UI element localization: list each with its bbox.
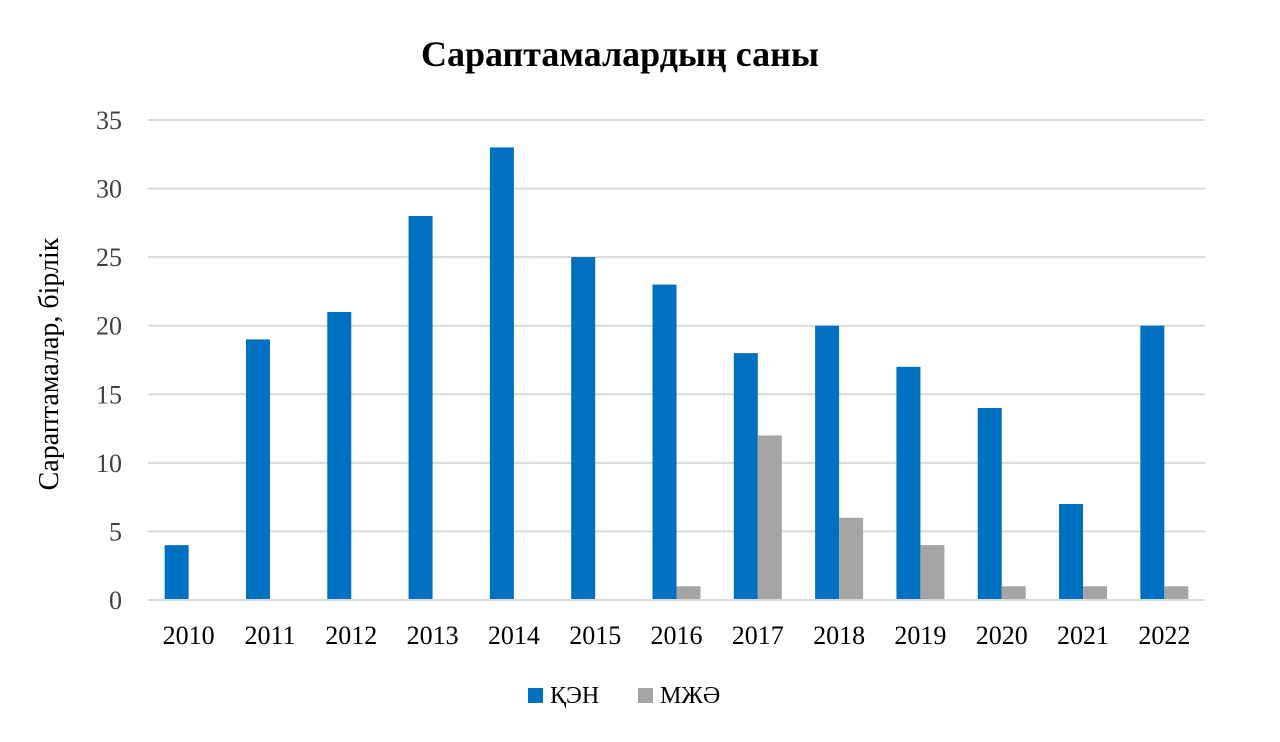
bar-series1-2010	[164, 545, 189, 600]
legend-label: МЖӘ	[660, 683, 720, 709]
bar-series2-2019	[920, 545, 945, 600]
x-tick-label: 2019	[894, 621, 946, 650]
y-tick-label: 10	[96, 449, 122, 478]
x-tick-label: 2016	[651, 621, 703, 650]
legend-swatch	[528, 688, 543, 703]
bar-series1-2016	[652, 284, 677, 600]
legend-label: ҚЭН	[550, 683, 599, 709]
bar-series2-2022	[1164, 586, 1189, 600]
y-tick-label: 0	[109, 586, 122, 615]
x-tick-label: 2010	[163, 621, 215, 650]
x-tick-label: 2017	[732, 621, 784, 650]
bar-series1-2022	[1140, 325, 1165, 600]
y-tick-label: 25	[96, 243, 122, 272]
x-tick-label: 2021	[1057, 621, 1109, 650]
bar-series1-2019	[896, 366, 921, 600]
bar-series1-2021	[1059, 504, 1084, 600]
bar-series1-2020	[977, 408, 1002, 600]
x-tick-label: 2015	[569, 621, 621, 650]
bar-series1-2012	[327, 312, 352, 600]
y-axis-ticks: 0 5 10 15 20 25 30 35	[96, 106, 122, 615]
bar-series2-2016	[676, 586, 701, 600]
x-tick-label: 2018	[813, 621, 865, 650]
x-tick-label: 2011	[244, 621, 295, 650]
bar-series2-2021	[1083, 586, 1108, 600]
y-tick-label: 30	[96, 175, 122, 204]
x-tick-label: 2020	[976, 621, 1028, 650]
bar-series1-2013	[408, 216, 433, 600]
bars	[164, 147, 1189, 600]
x-axis-labels: 2010 2011 2012 2013 2014 2015 2016 2017 2018 2019…	[163, 621, 1191, 650]
x-tick-label: 2012	[325, 621, 377, 650]
legend-swatch	[638, 688, 653, 703]
x-tick-label: 2013	[407, 621, 459, 650]
x-tick-label: 2022	[1138, 621, 1190, 650]
x-tick-label: 2014	[488, 621, 540, 650]
bar-series2-2020	[1001, 586, 1026, 600]
bar-series1-2011	[245, 339, 270, 600]
y-tick-label: 35	[96, 106, 122, 135]
y-tick-label: 20	[96, 312, 122, 341]
bar-series1-2017	[733, 353, 758, 600]
y-tick-label: 15	[96, 380, 122, 409]
chart-title: Сараптамалардың саны	[421, 34, 819, 74]
bar-series1-2018	[815, 325, 840, 600]
y-axis-label: Сараптамалар, бірлік	[34, 237, 65, 490]
bar-series1-2015	[571, 257, 596, 600]
bar-series2-2018	[839, 517, 864, 600]
y-tick-label: 5	[109, 517, 122, 546]
bar-series1-2014	[489, 147, 514, 600]
legend: ҚЭН МЖӘ	[528, 683, 720, 709]
bar-series2-2017	[757, 435, 782, 600]
